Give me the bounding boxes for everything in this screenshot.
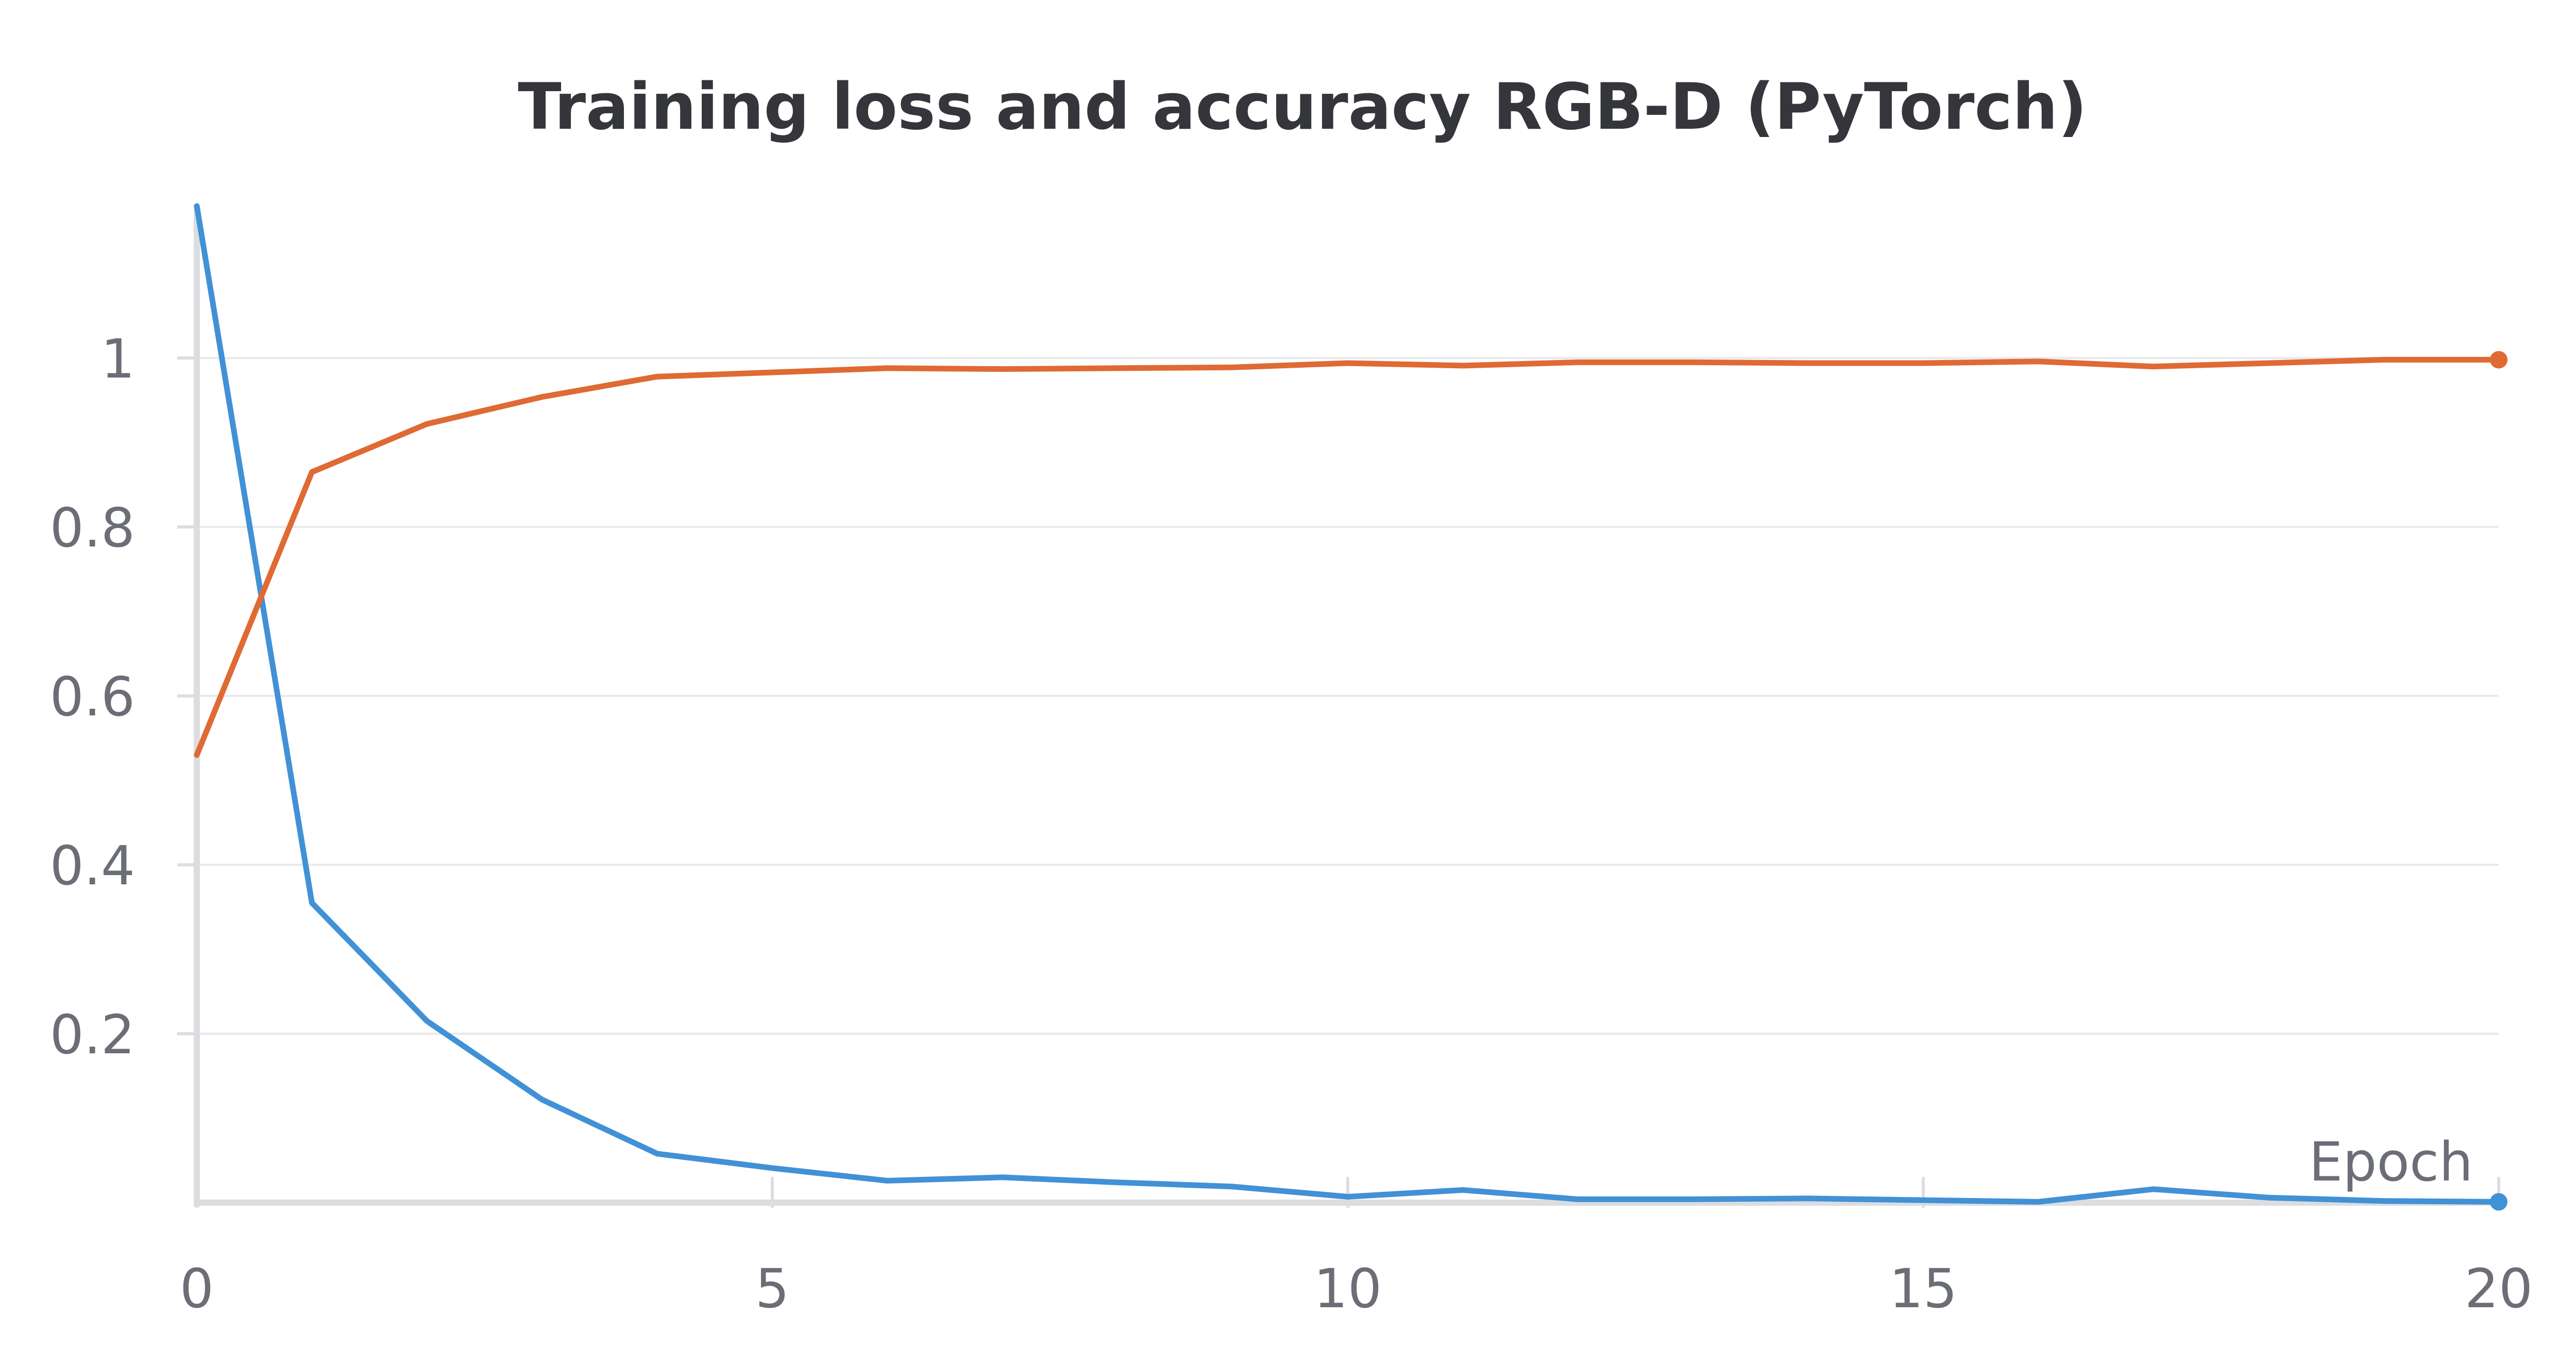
y-tick-label: 0.4 [50,834,135,897]
x-axis-title: Epoch [2309,1131,2473,1193]
x-tick-label: 15 [1889,1257,1957,1320]
chart-title: Training loss and accuracy RGB-D (PyTorc… [518,70,2087,144]
y-tick-label: 1 [101,328,135,390]
y-tick-label: 0.2 [50,1003,135,1066]
y-tick-label: 0.8 [50,497,135,559]
series-line-1 [194,203,2502,1205]
x-tick-label: 0 [180,1257,214,1320]
end-markers [2490,351,2507,1211]
series-end-point-2 [2490,351,2507,369]
x-tick-label: 20 [2465,1257,2533,1320]
series [194,203,2502,1205]
tick-labels: 0.20.40.60.810 5 10 15 20 [50,328,2533,1320]
series-line-2 [194,356,2502,758]
grid [197,357,2499,1035]
series-end-point-1 [2490,1193,2507,1211]
axes [177,206,2500,1208]
y-tick-label: 0.6 [50,665,135,728]
x-tick-label: 10 [1314,1257,1382,1320]
x-tick-label: 5 [755,1257,789,1320]
